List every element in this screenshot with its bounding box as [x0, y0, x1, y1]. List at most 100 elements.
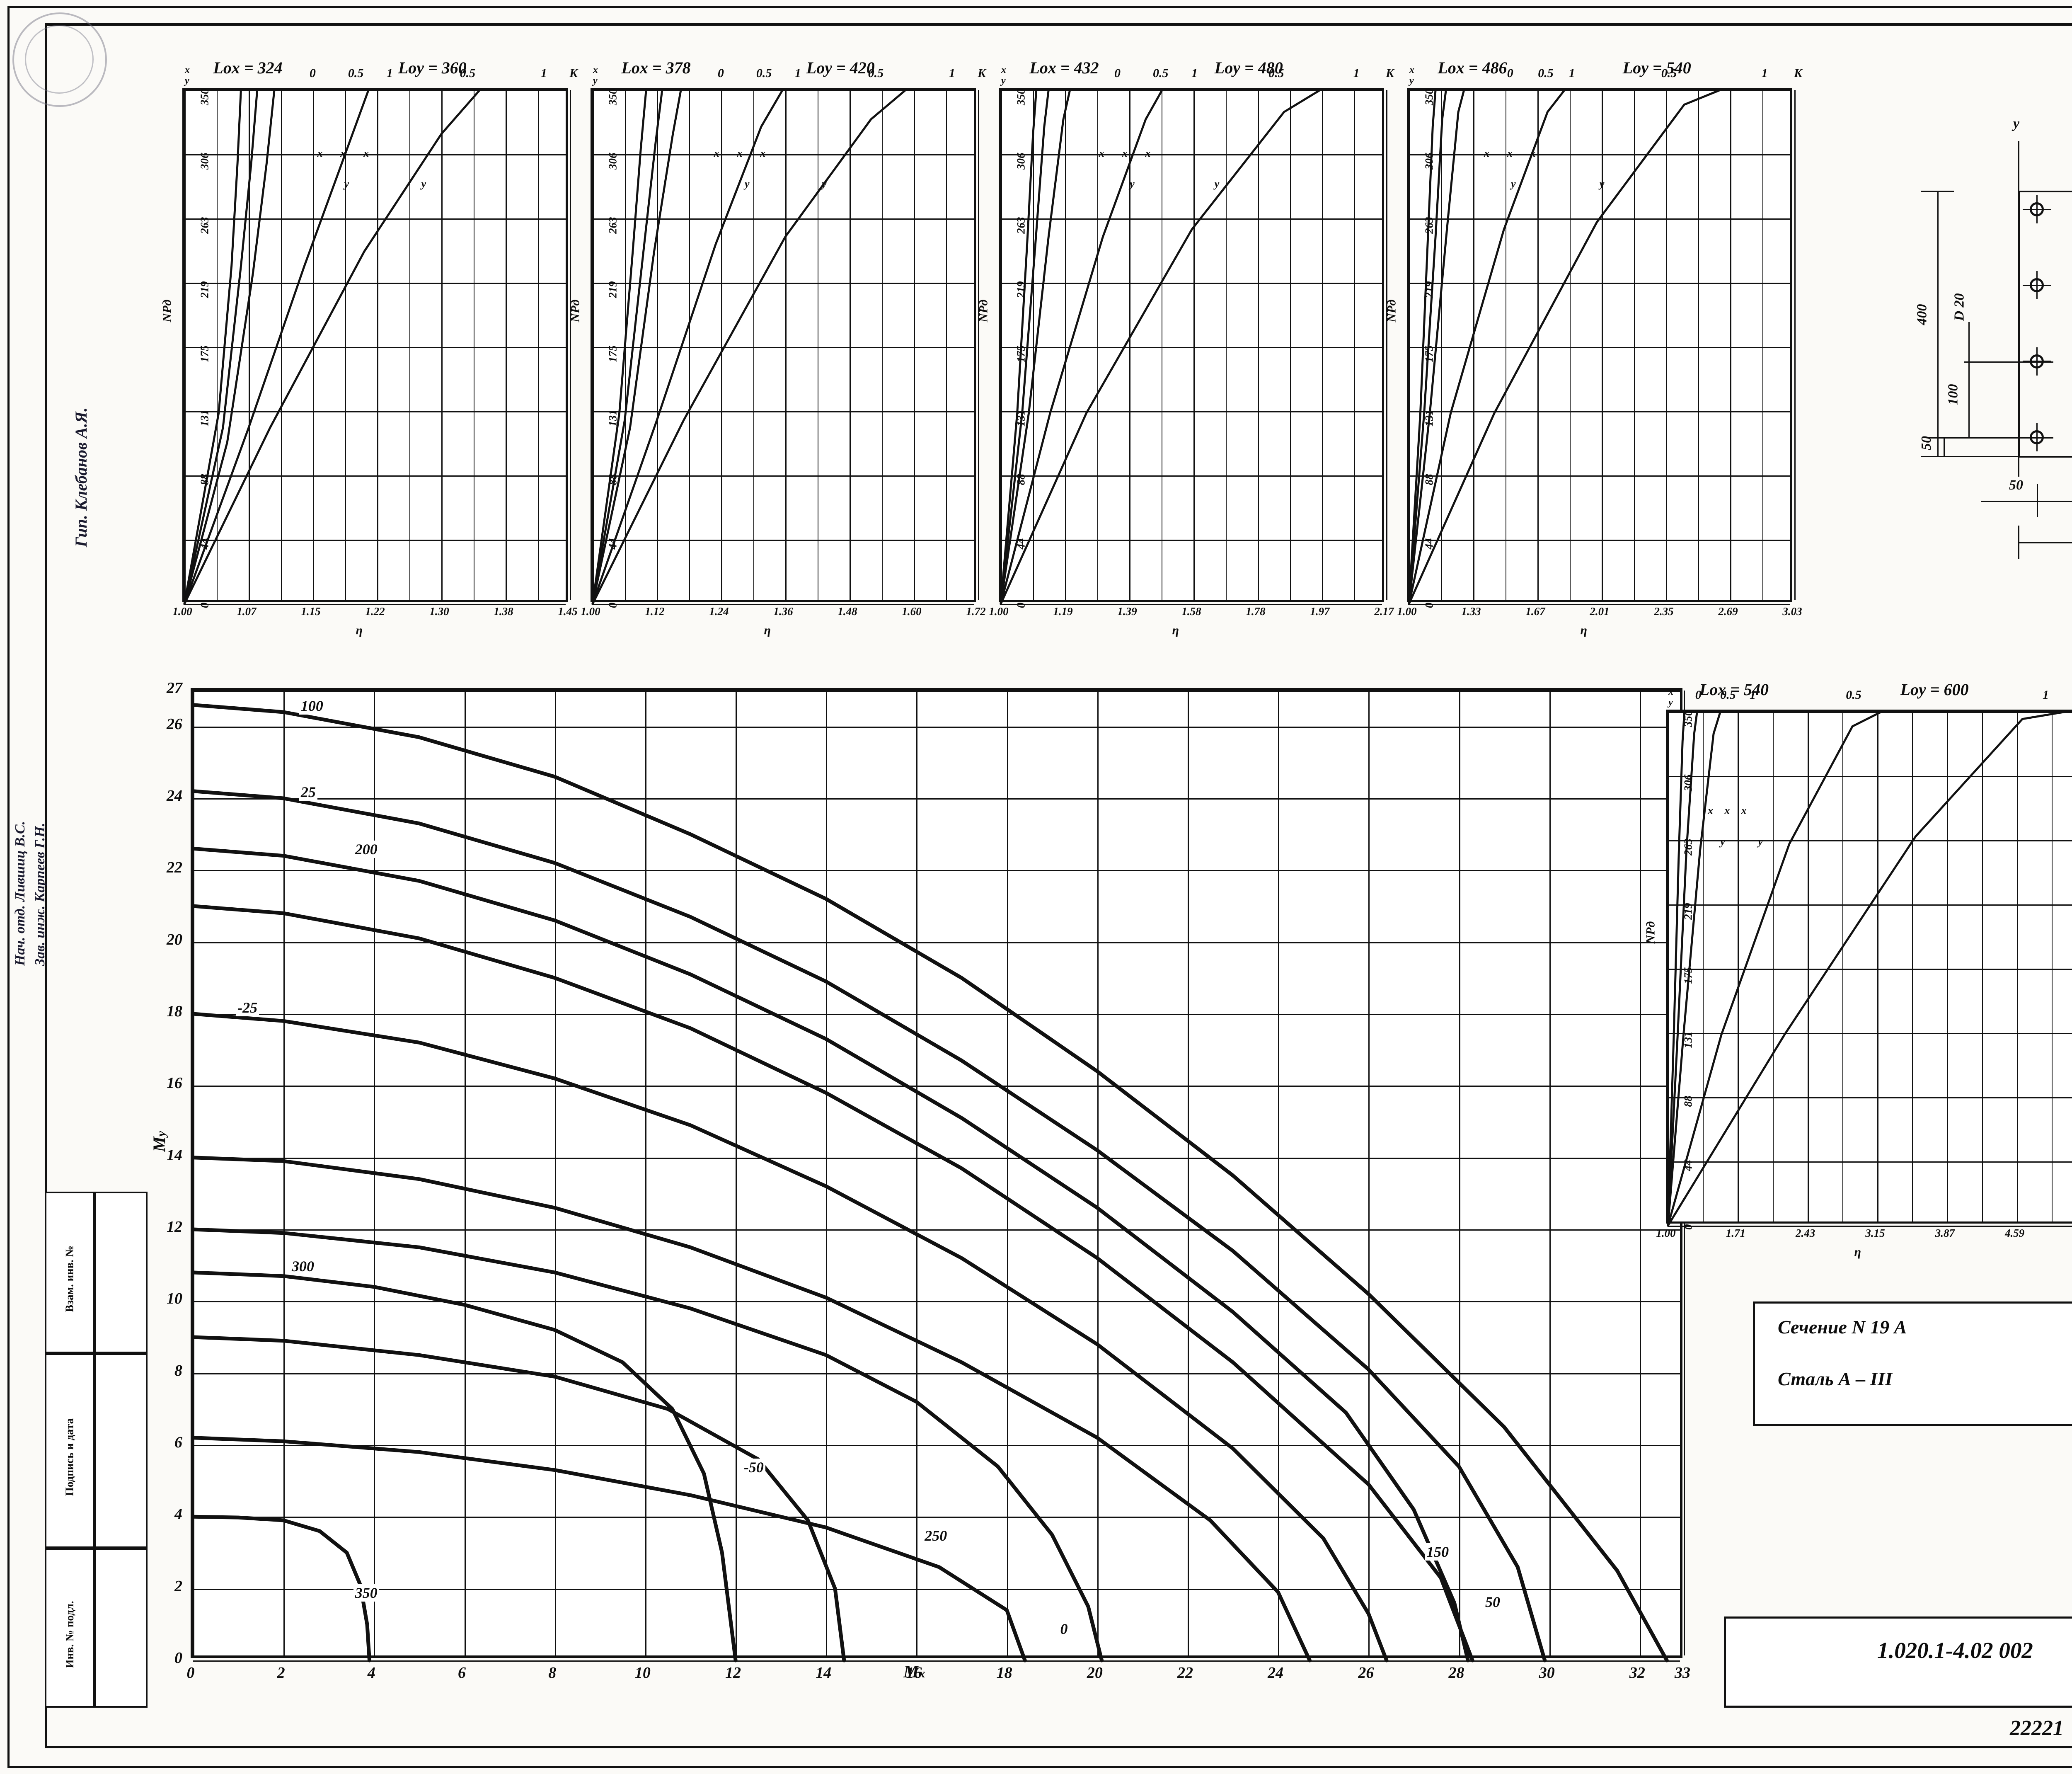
mini-chart-k-label: 0.5	[868, 66, 884, 80]
main-chart-xtick: 18	[996, 1664, 1012, 1682]
dim-label-100: 100	[1945, 384, 1961, 405]
mini-chart-chart-2: Lox = 378 Loy = 420 0 44 88 131 175 219 263 306 35…	[568, 58, 986, 637]
grid-line-horizontal	[184, 475, 566, 477]
main-grid-horizontal	[193, 1301, 1680, 1303]
grid-line-vertical	[1225, 90, 1227, 600]
mini-chart-xtick: 1.48	[838, 605, 857, 618]
grid-line-vertical	[1258, 90, 1259, 600]
main-grid-horizontal	[193, 942, 1680, 943]
main-curve-label-250: 250	[923, 1527, 949, 1544]
main-grid-vertical	[826, 691, 828, 1655]
main-grid-vertical	[193, 691, 194, 1655]
mini-chart-k-label: 1	[1353, 66, 1360, 80]
main-chart-ytick: 6	[174, 1434, 182, 1451]
grid-line-vertical	[409, 90, 410, 600]
mini-chart-k-label: 0.5	[1846, 688, 1861, 702]
main-chart-ytick: 8	[174, 1362, 182, 1379]
sheet-frame-outer	[7, 6, 2072, 1768]
mini-chart-plot-area	[591, 88, 979, 605]
mini-chart-grid	[184, 90, 571, 605]
mini-chart-k-axis-label: K	[1794, 66, 1803, 80]
curve-y-k-1	[1000, 89, 1322, 605]
mini-chart-xlabel: η	[1854, 1245, 1861, 1259]
grid-line-vertical	[570, 90, 571, 600]
grid-line-horizontal	[1668, 776, 2072, 777]
curve-annotation: x	[1530, 147, 1536, 159]
mini-chart-ytick: 88	[606, 474, 619, 485]
mini-chart-xtick: 1.72	[966, 605, 986, 618]
mini-chart-ytick: 88	[1423, 474, 1435, 485]
main-curve-label-0: 0	[1058, 1620, 1070, 1638]
rebar-tick-vertical	[2036, 195, 2038, 223]
main-grid-vertical	[554, 691, 556, 1655]
grid-line-vertical	[657, 90, 658, 600]
main-interaction-diagram	[191, 688, 1685, 1663]
grid-line-horizontal	[184, 540, 566, 541]
mini-chart-xtick: 1.22	[365, 605, 385, 618]
grid-line-vertical	[216, 90, 218, 600]
main-grid-vertical	[1278, 691, 1280, 1655]
mini-chart-k-label: 0	[1114, 66, 1121, 80]
main-chart-ytick: 12	[167, 1218, 182, 1236]
mini-chart-ytick: 306	[198, 153, 211, 170]
grid-line-horizontal	[1409, 475, 1790, 477]
grid-line-horizontal	[184, 218, 566, 220]
curve-y-k-1	[591, 89, 907, 605]
mini-chart-xtick: 1.00	[1397, 605, 1417, 618]
mini-chart-ytick: 350	[1682, 710, 1694, 727]
mini-chart-xtick: 1.15	[301, 605, 321, 618]
grid-line-vertical	[1033, 90, 1034, 600]
title-block	[1724, 1616, 2072, 1708]
grid-line-vertical	[1441, 90, 1442, 600]
main-grid-vertical	[1549, 691, 1551, 1655]
mini-chart-ytick: 88	[1014, 474, 1027, 485]
mini-chart-xtick: 1.60	[902, 605, 922, 618]
mini-chart-k-label: 1	[2043, 688, 2049, 702]
grid-line-vertical	[721, 90, 722, 600]
mini-chart-ytick: 263	[1682, 839, 1694, 856]
grid-line-vertical	[1537, 90, 1539, 600]
mini-chart-k-label: 0.5	[756, 66, 772, 80]
grid-line-vertical	[1129, 90, 1130, 600]
mini-chart-ytick: 0	[606, 602, 619, 608]
curve-x-k-0	[1000, 89, 1038, 605]
curve-annotation: x	[1484, 147, 1489, 159]
curve-x-k-0	[1667, 710, 1686, 1227]
grid-line-vertical	[441, 90, 443, 600]
mini-chart-ytick: 306	[1014, 153, 1027, 170]
grid-line-horizontal	[1668, 1097, 2072, 1098]
main-curve-150	[191, 904, 1474, 1663]
main-chart-xlabel: Mx	[903, 1663, 925, 1682]
grid-line-vertical	[1982, 712, 1983, 1221]
info-section-label: Сечение N 19 А	[1778, 1316, 1907, 1338]
mini-chart-ytick: 219	[606, 281, 619, 298]
mini-chart-ytick: 0	[1014, 602, 1027, 608]
mini-chart-ytick: 0	[1682, 1224, 1694, 1230]
mini-chart-ytick: 131	[1014, 410, 1027, 427]
mini-chart-axis-mark-y: y	[185, 75, 189, 86]
grid-line-horizontal	[593, 283, 974, 284]
grid-line-horizontal	[1409, 604, 1790, 605]
rebar-tick-vertical	[2036, 271, 2038, 300]
mini-chart-ytick: 306	[606, 153, 619, 170]
mini-chart-xtick: 1.07	[237, 605, 257, 618]
mini-chart-xtick: 2.43	[1796, 1227, 1815, 1239]
grid-line-vertical	[1947, 712, 1949, 1221]
mini-chart-xtick: 1.24	[709, 605, 729, 618]
grid-line-vertical	[1322, 90, 1323, 600]
mini-chart-axis-mark-x: x	[1001, 65, 1006, 75]
mini-chart-curves	[183, 89, 481, 605]
main-chart-ytick: 16	[167, 1074, 182, 1092]
dim-label-400-height: 400	[1914, 304, 1930, 325]
main-chart-ytick: 26	[167, 715, 182, 733]
curve-annotation: x	[1122, 147, 1128, 159]
grid-line-horizontal	[1409, 411, 1790, 412]
grid-line-horizontal	[593, 475, 974, 477]
grid-line-horizontal	[1668, 840, 2072, 841]
mini-chart-k-label: 0	[1695, 688, 1702, 702]
curve-x-k-1	[591, 89, 682, 605]
curve-x-k-0	[1408, 89, 1437, 605]
curve-annotation: y	[344, 178, 349, 190]
grid-line-horizontal	[1001, 90, 1382, 91]
